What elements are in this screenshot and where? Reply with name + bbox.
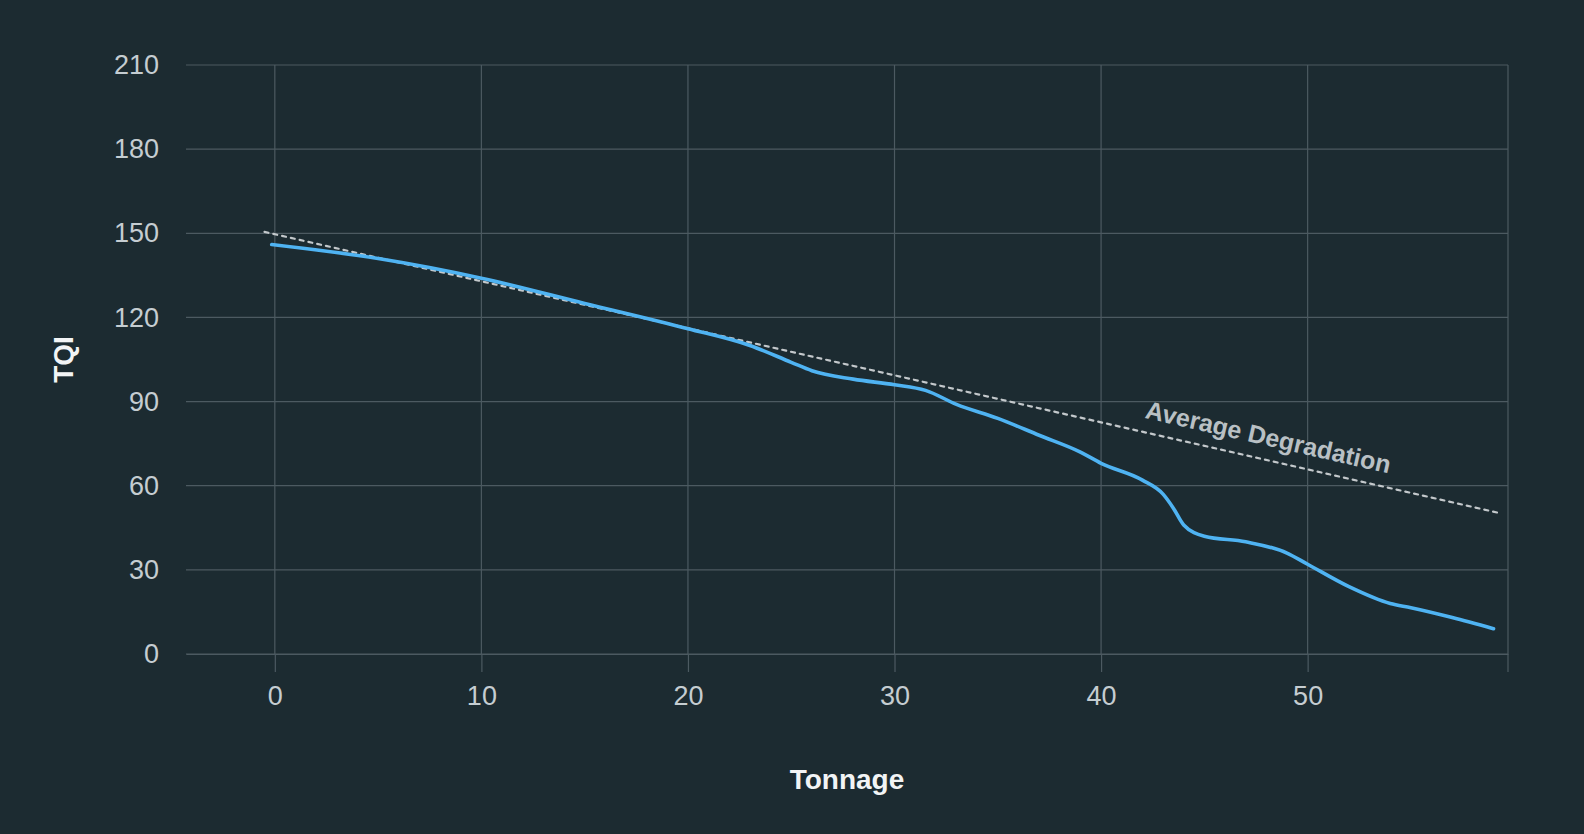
x-tick-mark (481, 654, 482, 672)
dashed-line (264, 232, 1497, 513)
x-axis-line (187, 654, 1509, 655)
x-tick: 30 (880, 654, 910, 711)
y-tick: 150 (114, 218, 186, 248)
y-tick-label: 120 (114, 303, 159, 333)
y-tick: 90 (129, 387, 186, 417)
grid-line (481, 65, 482, 654)
grid-line (186, 485, 1508, 486)
x-tick: 10 (467, 654, 497, 711)
x-tick: 50 (1293, 654, 1323, 711)
grid-line (894, 65, 895, 654)
y-tick-label: 30 (129, 555, 159, 585)
y-tick: 210 (114, 50, 186, 80)
y-tick: 0 (144, 639, 186, 669)
background (0, 0, 1584, 834)
x-axis: 0 10 20 30 40 50 (187, 654, 1509, 711)
x-tick: 20 (673, 654, 703, 711)
y-tick-label: 60 (129, 471, 159, 501)
x-tick: 0 (268, 654, 283, 711)
y-tick-label: 210 (114, 50, 159, 80)
data-line (272, 245, 1494, 629)
y-axis: 0 30 60 90 120 150 180 210 (114, 50, 186, 669)
grid-line (186, 149, 1508, 150)
series-label: Average Degradation (1143, 395, 1394, 478)
x-tick-label: 10 (467, 681, 497, 711)
y-tick: 180 (114, 134, 186, 164)
x-tick-label: 50 (1293, 681, 1323, 711)
grid-line (186, 401, 1508, 402)
y-axis-title: TQI (48, 336, 79, 383)
x-tick-mark (1101, 654, 1102, 672)
x-tick-mark (1308, 654, 1309, 672)
x-tick-label: 40 (1087, 681, 1117, 711)
frame-edge (1507, 65, 1508, 672)
grid-line (186, 64, 1508, 65)
grid (186, 65, 1508, 654)
x-tick-label: 20 (673, 681, 703, 711)
x-tick-label: 0 (268, 681, 283, 711)
y-tick: 60 (129, 471, 186, 501)
series-group (264, 232, 1497, 629)
grid-line (687, 65, 688, 654)
y-tick: 120 (114, 303, 186, 333)
y-tick-label: 180 (114, 134, 159, 164)
y-tick-label: 0 (144, 639, 159, 669)
grid-line (186, 653, 1508, 654)
grid-line (274, 65, 275, 654)
grid-line (186, 233, 1508, 234)
x-axis-title: Tonnage (790, 764, 905, 795)
x-tick-mark (688, 654, 689, 672)
x-tick-mark (894, 654, 895, 672)
y-tick-label: 150 (114, 218, 159, 248)
x-tick-mark (275, 654, 276, 672)
y-tick: 30 (129, 555, 186, 585)
grid-line (186, 317, 1508, 318)
grid-line (1100, 65, 1101, 654)
plot: 0 10 20 30 40 50 0 30 60 90 120 150 180 210 (114, 50, 1509, 711)
x-tick-label: 30 (880, 681, 910, 711)
x-tick: 40 (1087, 654, 1117, 711)
grid-line (186, 569, 1508, 570)
chart: 0 10 20 30 40 50 0 30 60 90 120 150 180 210 Average De… (0, 0, 1584, 834)
y-tick-label: 90 (129, 387, 159, 417)
